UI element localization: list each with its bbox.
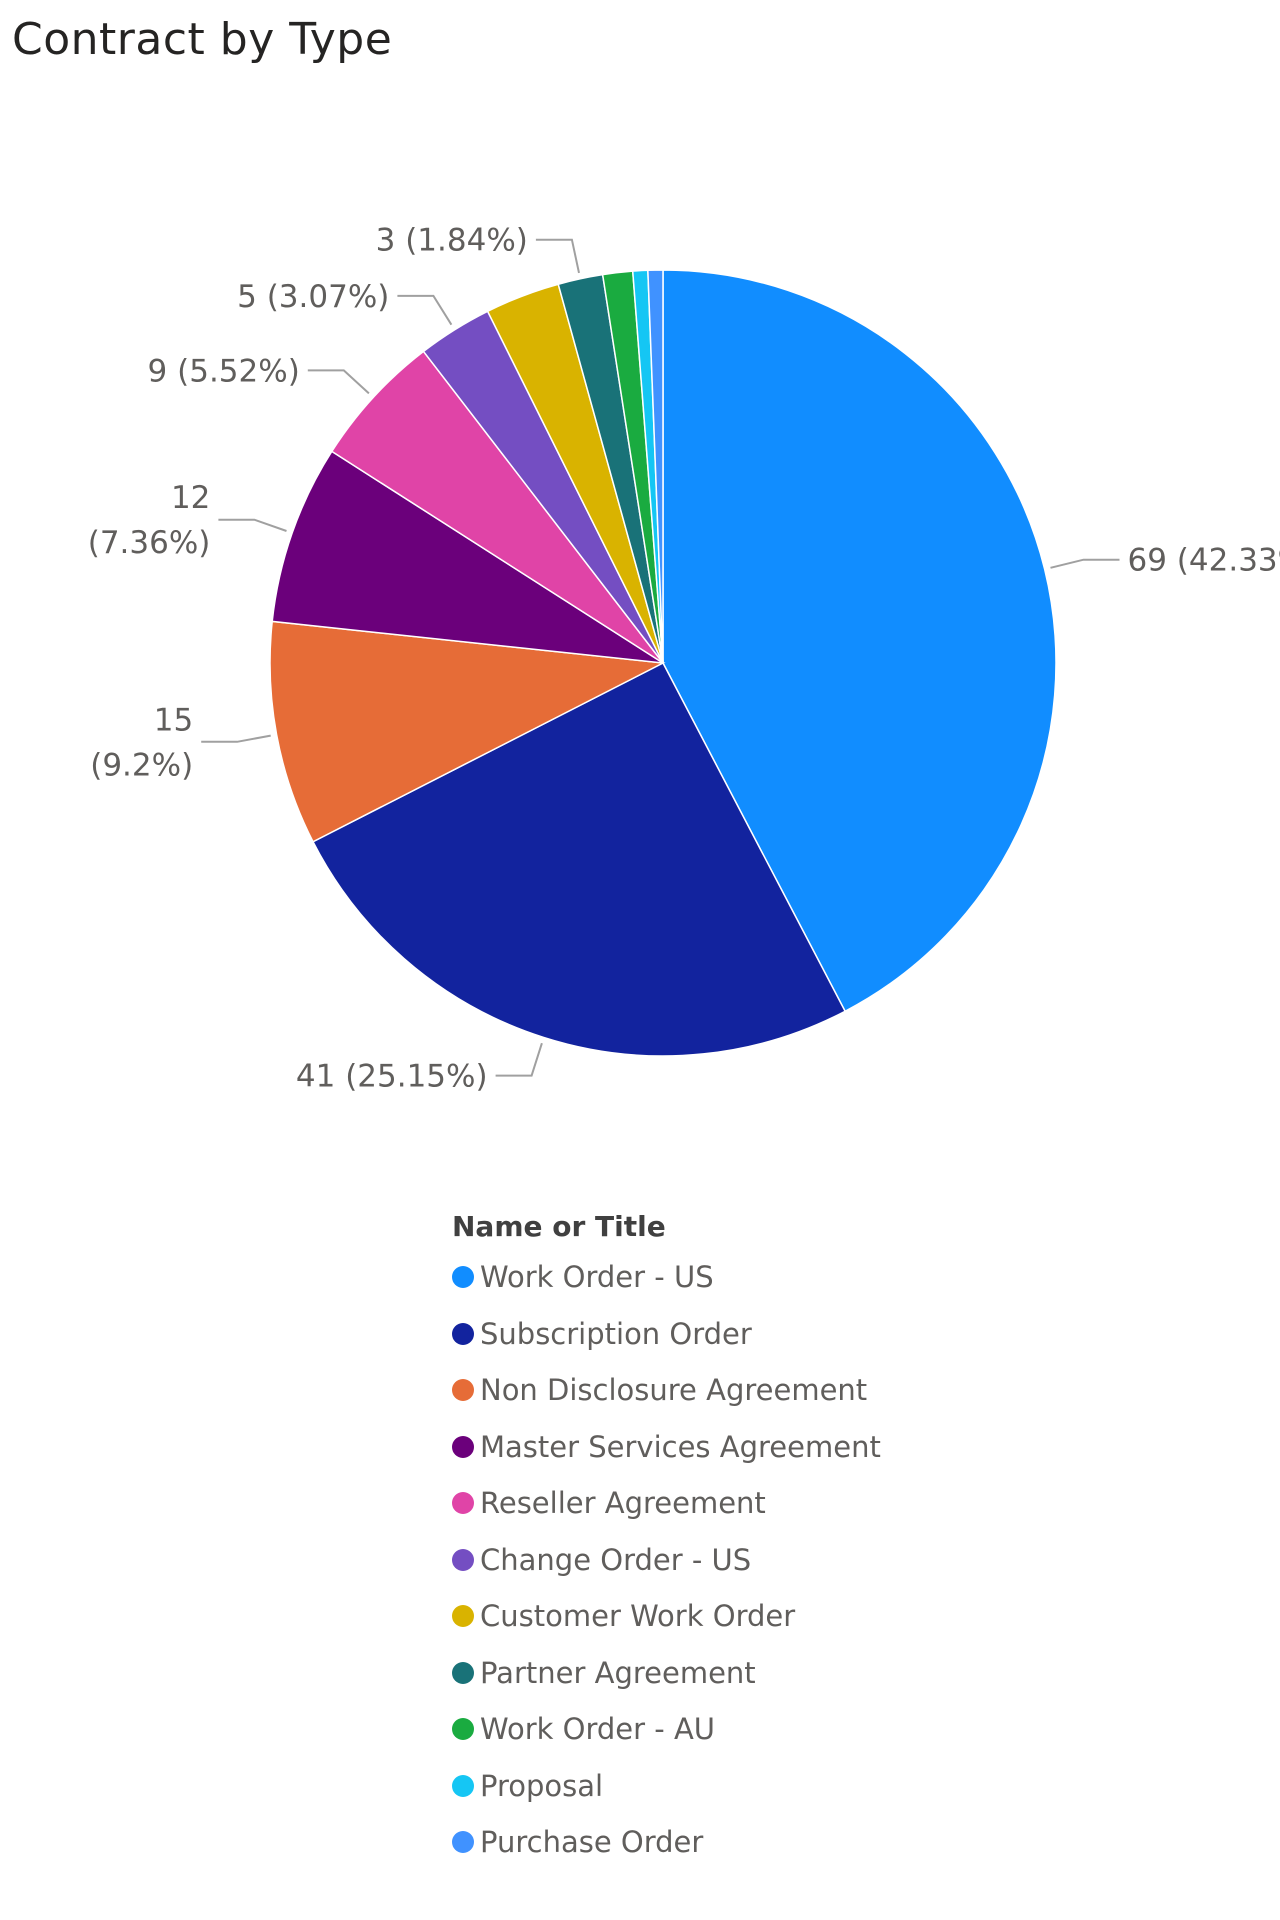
- legend: Name or Title Work Order - US Subscriptio…: [452, 1205, 881, 1871]
- legend-marker: [452, 1492, 474, 1515]
- legend-item-master-services-agreement[interactable]: Master Services Agreement: [452, 1419, 881, 1476]
- leader-line-non-disclosure-agreement: [201, 734, 271, 743]
- chart-title: Contract by Type: [12, 14, 393, 65]
- legend-items: Work Order - US Subscription Order Non Dis…: [452, 1249, 881, 1871]
- data-label-reseller-agreement: 9 (5.52%): [148, 353, 300, 389]
- legend-item-purchase-order[interactable]: Purchase Order: [452, 1814, 881, 1871]
- legend-item-reseller-agreement[interactable]: Reseller Agreement: [452, 1475, 881, 1532]
- data-label-partner-agreement: 3 (1.84%): [376, 223, 528, 259]
- legend-marker: [452, 1435, 474, 1458]
- legend-item-non-disclosure-agreement[interactable]: Non Disclosure Agreement: [452, 1362, 881, 1419]
- pie-slice-reseller-agreement[interactable]: [330, 350, 664, 664]
- legend-item-proposal[interactable]: Proposal: [452, 1758, 881, 1815]
- legend-title: Name or Title: [452, 1210, 666, 1243]
- legend-label: Non Disclosure Agreement: [480, 1373, 868, 1408]
- pie-slice-purchase-order[interactable]: [647, 269, 664, 664]
- leader-line-work-order-us: [1050, 558, 1120, 569]
- legend-marker: [452, 1718, 474, 1741]
- pie-slice-master-services-agreement[interactable]: [271, 450, 664, 664]
- legend-label: Change Order - US: [480, 1542, 752, 1577]
- leader-line-reseller-agreement: [307, 369, 370, 395]
- data-label-non-disclosure-agreement: 15 (9.2%): [90, 702, 193, 783]
- data-label-work-order-us: 69 (42.33%): [1128, 543, 1280, 579]
- pie-slice-non-disclosure-agreement[interactable]: [269, 620, 666, 843]
- legend-label: Reseller Agreement: [480, 1486, 766, 1521]
- legend-marker: [452, 1605, 474, 1628]
- leader-line-partner-agreement: [535, 238, 580, 274]
- legend-item-work-order-us[interactable]: Work Order - US: [452, 1249, 881, 1306]
- legend-item-customer-work-order[interactable]: Customer Work Order: [452, 1588, 881, 1645]
- legend-item-partner-agreement[interactable]: Partner Agreement: [452, 1645, 881, 1702]
- legend-label: Work Order - AU: [480, 1712, 716, 1747]
- leader-line-subscription-order: [495, 1042, 543, 1077]
- pie-slice-work-order-us[interactable]: [662, 269, 1057, 1013]
- leader-line-change-order-us: [397, 294, 453, 326]
- legend-label: Customer Work Order: [480, 1599, 796, 1634]
- legend-label: Partner Agreement: [480, 1655, 756, 1690]
- pie-slice-subscription-order[interactable]: [312, 661, 847, 1057]
- legend-marker: [452, 1322, 474, 1345]
- legend-label: Proposal: [480, 1768, 604, 1803]
- data-label-subscription-order: 41 (25.15%): [296, 1059, 488, 1095]
- leader-line-master-services-agreement: [218, 518, 287, 532]
- legend-label: Work Order - US: [480, 1260, 714, 1295]
- legend-marker: [452, 1266, 474, 1289]
- legend-marker: [452, 1831, 474, 1854]
- legend-marker: [452, 1548, 474, 1571]
- legend-label: Master Services Agreement: [480, 1429, 881, 1464]
- legend-item-work-order-au[interactable]: Work Order - AU: [452, 1701, 881, 1758]
- legend-item-subscription-order[interactable]: Subscription Order: [452, 1306, 881, 1363]
- legend-label: Subscription Order: [480, 1316, 752, 1351]
- legend-label: Purchase Order: [480, 1825, 704, 1860]
- legend-marker: [452, 1774, 474, 1797]
- legend-marker: [452, 1661, 474, 1684]
- data-label-master-services-agreement: 12 (7.36%): [88, 480, 211, 561]
- data-label-change-order-us: 5 (3.07%): [237, 279, 389, 315]
- legend-item-change-order-us[interactable]: Change Order - US: [452, 1532, 881, 1589]
- legend-marker: [452, 1379, 474, 1402]
